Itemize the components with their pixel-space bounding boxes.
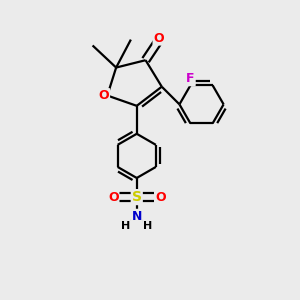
Text: H: H xyxy=(121,221,130,231)
Text: O: O xyxy=(108,190,119,204)
Text: N: N xyxy=(132,210,142,223)
Text: O: O xyxy=(154,32,164,45)
Text: O: O xyxy=(155,190,166,204)
Text: H: H xyxy=(143,221,153,231)
Text: O: O xyxy=(98,89,109,102)
Text: S: S xyxy=(132,190,142,204)
Text: F: F xyxy=(186,72,195,85)
